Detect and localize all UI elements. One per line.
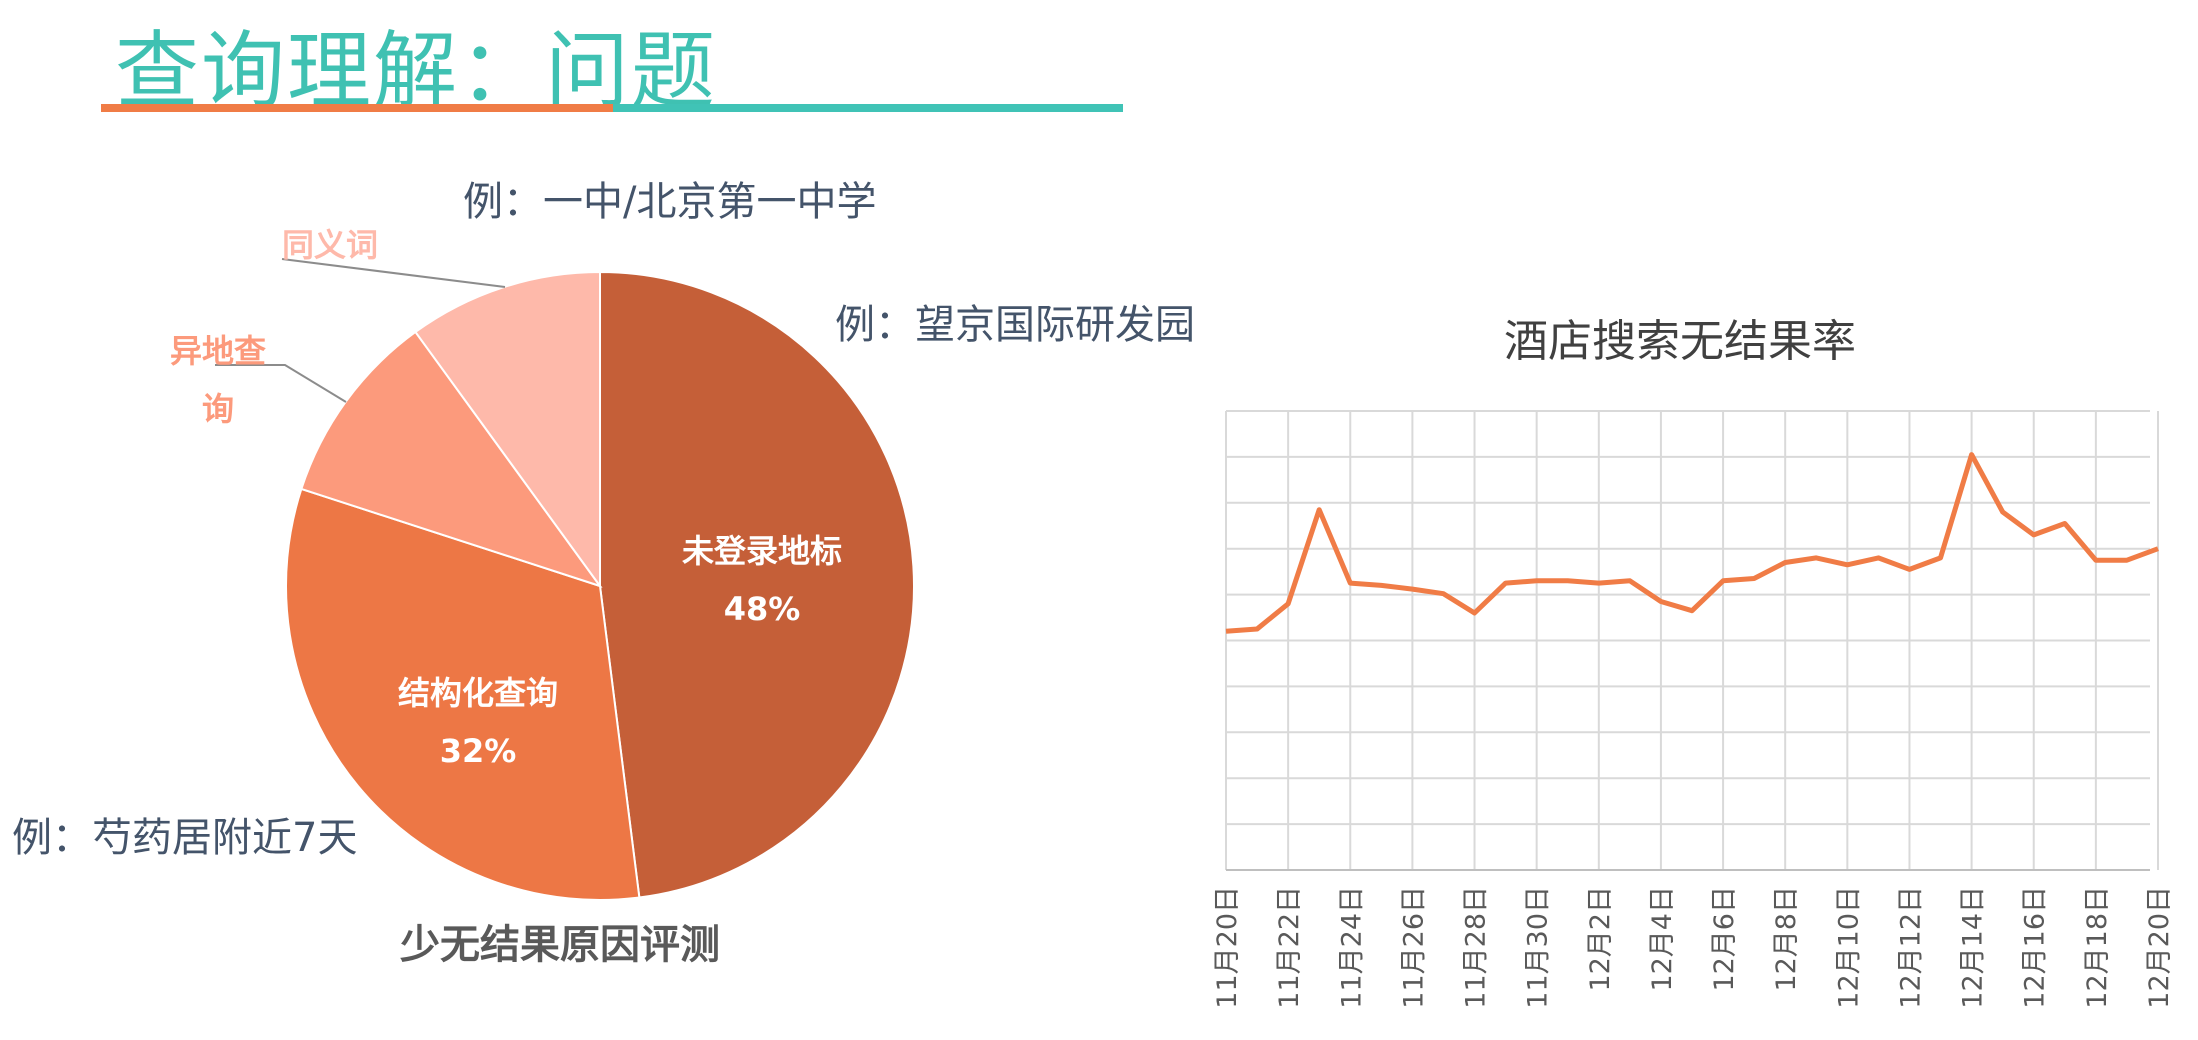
- annotation-synonym-example: 例：一中/北京第一中学: [463, 179, 876, 225]
- series-line: [1225, 452, 2159, 634]
- pie-value-landmark: 48%: [724, 590, 801, 628]
- annotation-structured-example: 例：芍药居附近7天: [12, 815, 357, 861]
- x-tick-label: 11月26日: [1398, 886, 1429, 1009]
- x-tick-label: 11月28日: [1461, 886, 1492, 1009]
- leader-line-synonym: [281, 258, 506, 288]
- x-tick-label: 12月2日: [1585, 886, 1616, 992]
- x-tick-label: 12月12日: [1895, 886, 1926, 1009]
- annotation-landmark-example: 例：望京国际研发园: [835, 302, 1195, 348]
- line-chart-title: 酒店搜索无结果率: [1504, 316, 1856, 367]
- leader-line-remote: [215, 364, 347, 403]
- pie-chart-title: 少无结果原因评测: [400, 922, 720, 968]
- x-tick-label: 12月10日: [1833, 886, 1864, 1009]
- pie-label-remote: 异地查: [170, 332, 266, 370]
- x-tick-label: 12月16日: [2020, 886, 2051, 1009]
- x-tick-label: 12月4日: [1647, 886, 1678, 992]
- x-tick-label: 12月20日: [2144, 886, 2175, 1009]
- x-tick-label: 12月18日: [2082, 886, 2113, 1009]
- pie-label-synonym: 同义词: [282, 226, 378, 264]
- x-tick-label: 11月22日: [1274, 886, 1305, 1009]
- x-tick-label: 11月20日: [1212, 886, 1243, 1009]
- pie-label-remote-line2: 询: [202, 390, 234, 428]
- pie-label-structured: 结构化查询: [398, 674, 558, 712]
- title-underline-left: [101, 104, 613, 112]
- line-chart: 11月20日 11月22日 11月24日 11月26日 11月28日 11月30日 12月2…: [1212, 410, 2175, 1009]
- pie-label-landmark: 未登录地标: [682, 532, 842, 570]
- x-tick-label: 12月8日: [1771, 886, 1802, 992]
- pie-slice-landmark: [599, 270, 915, 899]
- x-tick-label: 11月24日: [1336, 886, 1367, 1009]
- x-tick-label: 11月30日: [1523, 886, 1554, 1009]
- pie-value-structured: 32%: [440, 732, 517, 770]
- x-tick-label: 12月14日: [1958, 886, 1989, 1009]
- page-title: 查询理解：问题: [115, 22, 718, 120]
- x-tick-label: 12月6日: [1709, 886, 1740, 992]
- pie-slice-structured: [285, 487, 641, 901]
- title-underline-right: [613, 104, 1123, 112]
